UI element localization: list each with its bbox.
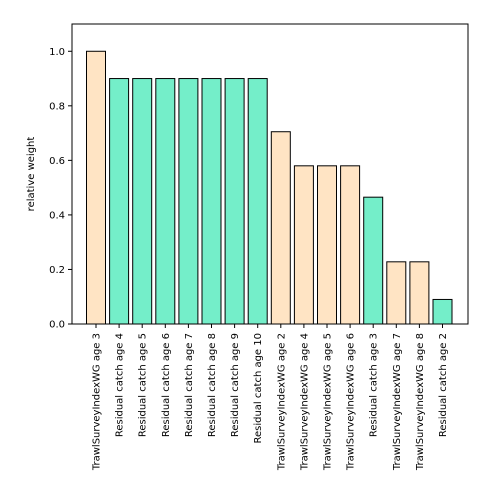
y-tick-label: 0.6	[49, 156, 65, 167]
y-tick-label: 1.0	[49, 47, 65, 58]
x-tick-label: Residual catch age 4	[115, 333, 126, 437]
bar	[247, 78, 268, 325]
x-tick-label: Residual catch age 5	[138, 333, 149, 437]
x-tick-label: Residual catch age 9	[230, 333, 241, 437]
y-tick-label: 0.2	[49, 265, 65, 276]
x-tick-label: TrawlSurveyIndexWG age 4	[299, 333, 310, 471]
x-axis-ticks: TrawlSurveyIndexWG age 3 Residual catch a…	[92, 324, 449, 471]
x-tick-label: TrawlSurveyIndexWG age 3	[92, 333, 103, 471]
y-axis-label: relative weight	[26, 137, 37, 212]
x-tick-label: Residual catch age 7	[184, 333, 195, 437]
x-tick-label: TrawlSurveyIndexWG age 5	[323, 333, 334, 471]
bar	[270, 131, 291, 325]
bar	[409, 261, 430, 325]
bar	[363, 196, 384, 325]
bar	[340, 165, 361, 325]
x-tick-label: TrawlSurveyIndexWG age 2	[276, 333, 287, 471]
x-tick-label: Residual catch age 3	[369, 333, 380, 437]
x-tick-label: TrawlSurveyIndexWG age 6	[346, 333, 357, 471]
bar	[317, 165, 337, 325]
bar	[155, 78, 176, 325]
x-tick-label: Residual catch age 8	[207, 333, 218, 437]
bars-group	[86, 50, 453, 325]
bar	[132, 78, 153, 325]
plot-area-frame	[71, 23, 469, 325]
y-tick-label: 0.8	[49, 101, 65, 112]
x-tick-label: Residual catch age 6	[161, 333, 172, 437]
x-tick-label: TrawlSurveyIndexWG age 8	[415, 333, 426, 471]
bar	[201, 78, 222, 325]
x-tick-label: TrawlSurveyIndexWG age 7	[392, 333, 403, 471]
y-axis-ticks: 0.0 0.2 0.4 0.6 0.8 1.0	[49, 47, 72, 331]
bar	[386, 261, 407, 325]
y-tick-label: 0.0	[49, 320, 65, 331]
bar	[224, 78, 245, 325]
bar	[293, 165, 314, 325]
bar	[178, 78, 199, 325]
bar	[86, 50, 106, 325]
y-tick-label: 0.4	[49, 210, 65, 221]
x-tick-label: Residual catch age 10	[253, 333, 264, 444]
bar	[109, 78, 130, 325]
x-tick-label: Residual catch age 2	[438, 333, 449, 437]
bar	[432, 298, 453, 325]
